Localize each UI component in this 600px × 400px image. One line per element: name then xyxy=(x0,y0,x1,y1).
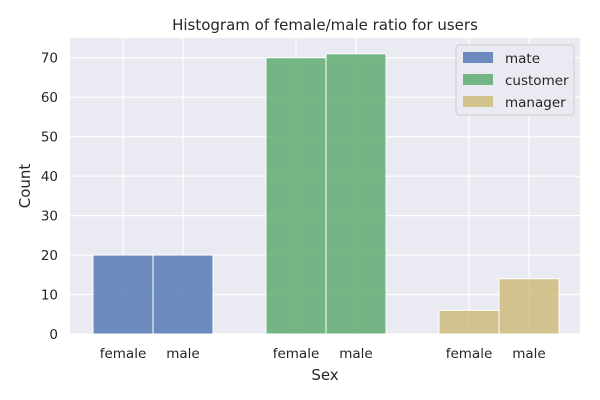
chart-title: Histogram of female/male ratio for users xyxy=(172,16,478,34)
y-tick-label: 60 xyxy=(41,90,58,106)
y-tick-label: 10 xyxy=(41,288,58,304)
y-tick-label: 0 xyxy=(49,327,58,343)
x-tick-label: female xyxy=(273,346,320,362)
bar-customer-male xyxy=(325,53,387,335)
y-tick-label: 20 xyxy=(41,248,58,264)
y-tick-label: 70 xyxy=(41,51,58,67)
bar-customer-female xyxy=(265,57,327,335)
legend-label-customer: customer xyxy=(505,73,569,89)
bar-manager-male xyxy=(498,278,560,335)
legend: mate customer manager xyxy=(455,44,575,116)
y-ticks: 0 10 20 30 40 50 60 70 xyxy=(41,51,58,343)
x-ticks: female male female male female male xyxy=(100,346,546,362)
x-tick-label: male xyxy=(339,346,372,362)
legend-label-manager: manager xyxy=(505,95,566,111)
y-tick-label: 50 xyxy=(41,130,58,146)
legend-swatch-mate xyxy=(463,52,493,63)
bars xyxy=(92,53,560,335)
legend-swatch-customer xyxy=(463,74,493,85)
x-tick-label: male xyxy=(512,346,545,362)
x-tick-label: female xyxy=(100,346,147,362)
x-axis-label: Sex xyxy=(311,366,338,384)
legend-label-mate: mate xyxy=(505,51,540,67)
bar-mate-female xyxy=(92,254,154,335)
y-tick-label: 40 xyxy=(41,169,58,185)
x-tick-label: male xyxy=(166,346,199,362)
y-tick-label: 30 xyxy=(41,209,58,225)
bar-mate-male xyxy=(152,254,214,335)
y-axis-label: Count xyxy=(16,164,34,209)
bar-manager-female xyxy=(438,309,500,335)
legend-swatch-manager xyxy=(463,96,493,107)
x-tick-label: female xyxy=(446,346,493,362)
